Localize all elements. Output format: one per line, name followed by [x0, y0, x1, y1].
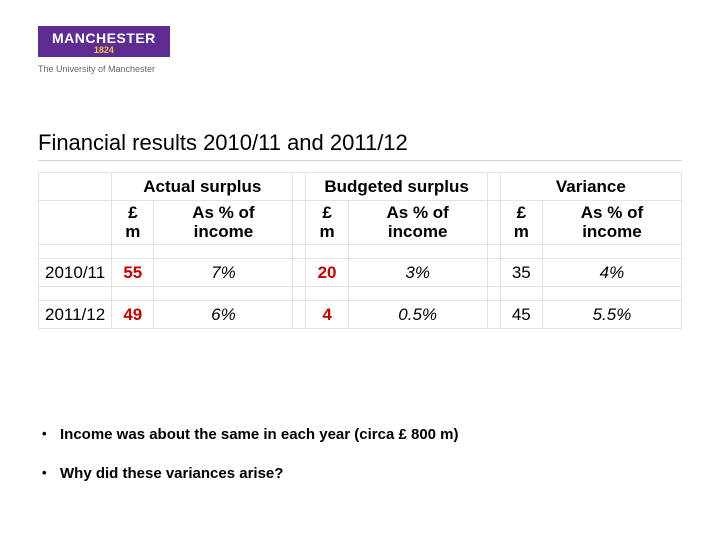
budget-money-1: 4: [306, 301, 348, 329]
subheader-money: £ m: [500, 201, 542, 245]
logo-main-text: MANCHESTER: [52, 31, 156, 46]
subheader-pct: As % of income: [154, 201, 293, 245]
group-header-row: Actual surplus Budgeted surplus Variance: [39, 173, 682, 201]
logo-subtext: The University of Manchester: [38, 64, 170, 74]
actual-money-0: 55: [112, 259, 154, 287]
row-label: 2011/12: [39, 301, 112, 329]
blank-cell: [39, 201, 112, 245]
budget-pct-0: 3%: [348, 259, 487, 287]
gap-cell: [487, 259, 500, 287]
var-pct-1: 5.5%: [542, 301, 681, 329]
subheader-money: £ m: [306, 201, 348, 245]
actual-pct-0: 7%: [154, 259, 293, 287]
gap-cell: [293, 259, 306, 287]
group-header-budgeted: Budgeted surplus: [306, 173, 487, 201]
gap-cell: [487, 301, 500, 329]
sub-header-row: £ m As % of income £ m As % of income £ …: [39, 201, 682, 245]
bullet-item-0: Income was about the same in each year (…: [38, 426, 459, 443]
subheader-pct: As % of income: [542, 201, 681, 245]
gap-cell: [487, 173, 500, 201]
logo-year-text: 1824: [52, 46, 156, 55]
bullet-item-1: Why did these variances arise?: [38, 465, 459, 482]
university-logo: MANCHESTER 1824 The University of Manche…: [38, 26, 170, 74]
spacer-row: [39, 287, 682, 301]
actual-pct-1: 6%: [154, 301, 293, 329]
group-header-actual: Actual surplus: [112, 173, 293, 201]
spacer-row: [39, 245, 682, 259]
subheader-money: £ m: [112, 201, 154, 245]
bullet-list: Income was about the same in each year (…: [38, 426, 459, 504]
actual-money-1: 49: [112, 301, 154, 329]
group-header-variance: Variance: [500, 173, 681, 201]
data-row-1: 2011/12 49 6% 4 0.5% 45 5.5%: [39, 301, 682, 329]
blank-cell: [39, 173, 112, 201]
gap-cell: [293, 201, 306, 245]
var-money-0: 35: [500, 259, 542, 287]
gap-cell: [487, 201, 500, 245]
gap-cell: [293, 301, 306, 329]
gap-cell: [293, 173, 306, 201]
results-table: Actual surplus Budgeted surplus Variance…: [38, 172, 682, 329]
subheader-pct: As % of income: [348, 201, 487, 245]
data-row-0: 2010/11 55 7% 20 3% 35 4%: [39, 259, 682, 287]
row-label: 2010/11: [39, 259, 112, 287]
logo-badge: MANCHESTER 1824: [38, 26, 170, 57]
var-pct-0: 4%: [542, 259, 681, 287]
budget-pct-1: 0.5%: [348, 301, 487, 329]
var-money-1: 45: [500, 301, 542, 329]
page-title: Financial results 2010/11 and 2011/12: [38, 130, 682, 161]
budget-money-0: 20: [306, 259, 348, 287]
